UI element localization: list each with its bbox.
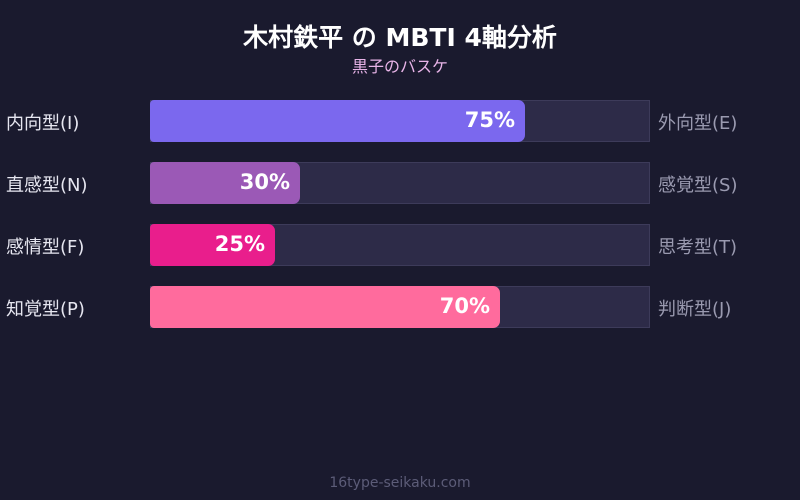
right-trait-label: 感覚型(S) <box>658 175 738 196</box>
percent-label: 75% <box>464 108 515 132</box>
chart-subtitle: 黒子のバスケ <box>351 57 448 76</box>
axis-row: 直感型(N) 30% 感覚型(S) <box>0 162 800 204</box>
bar-fill <box>150 224 275 266</box>
left-trait-label: 感情型(F) <box>6 237 85 258</box>
left-trait-label: 直感型(N) <box>6 175 88 196</box>
bar-fill <box>150 162 300 204</box>
footer-source: 16type-seikaku.com <box>329 475 471 491</box>
left-trait-label: 内向型(I) <box>6 113 80 134</box>
left-trait-label: 知覚型(P) <box>6 299 85 320</box>
axis-row: 感情型(F) 25% 思考型(T) <box>0 224 800 266</box>
percent-label: 25% <box>214 232 265 256</box>
percent-label: 70% <box>439 294 490 318</box>
axis-row: 知覚型(P) 70% 判断型(J) <box>0 286 800 328</box>
percent-label: 30% <box>239 170 290 194</box>
bar-fill <box>150 286 500 328</box>
bar-fill <box>150 100 525 142</box>
axis-row: 内向型(I) 75% 外向型(E) <box>0 100 800 142</box>
chart-title: 木村鉄平 の MBTI 4軸分析 <box>243 23 557 52</box>
right-trait-label: 判断型(J) <box>658 299 732 320</box>
right-trait-label: 思考型(T) <box>658 237 738 258</box>
right-trait-label: 外向型(E) <box>658 113 738 134</box>
